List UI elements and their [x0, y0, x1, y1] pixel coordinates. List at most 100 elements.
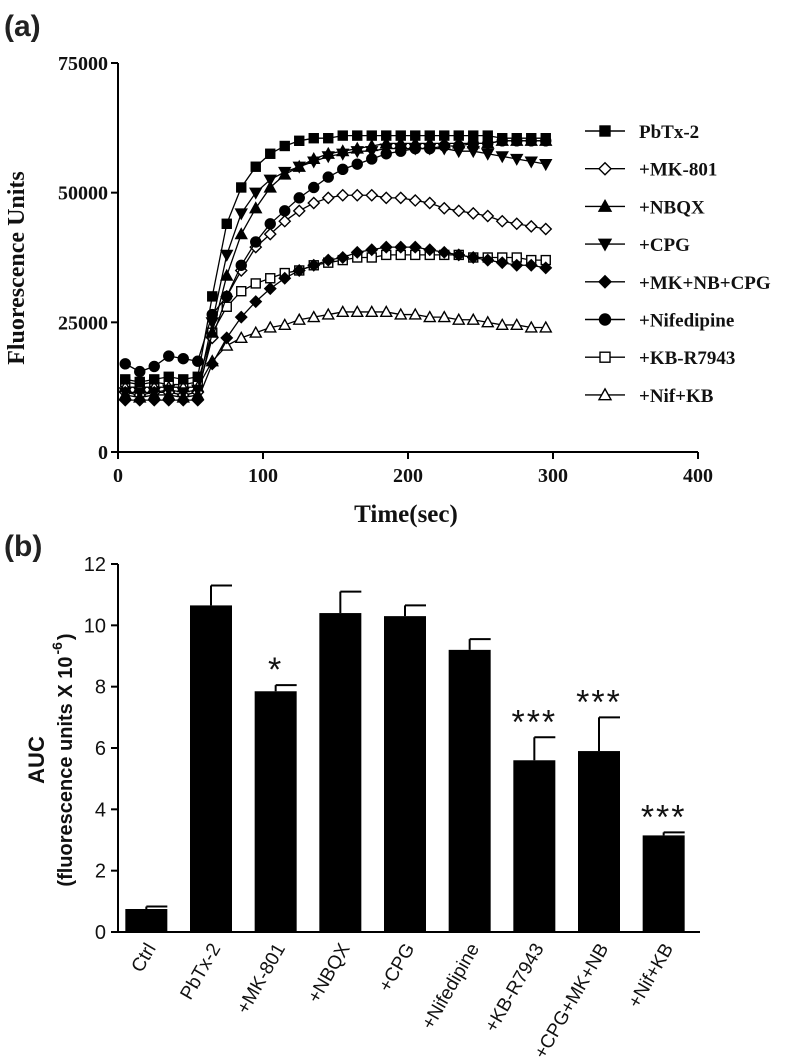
- data-point: [366, 153, 378, 165]
- x-tick-label: +MK-801: [233, 940, 290, 1018]
- bar: [190, 605, 232, 932]
- data-point: [395, 145, 407, 157]
- y-tick-label: 4: [95, 799, 106, 821]
- data-point: [234, 227, 248, 240]
- bar-group: *: [254, 651, 297, 932]
- data-point: [207, 291, 218, 302]
- data-point: [379, 240, 393, 254]
- legend-label: +NBQX: [639, 197, 705, 218]
- data-point: [321, 191, 335, 205]
- legend-entry: +NBQX: [585, 197, 705, 218]
- data-point: [468, 130, 479, 141]
- units-text: (fluorescence units X 10: [55, 657, 77, 887]
- data-point: [147, 387, 161, 400]
- data-point: [234, 208, 248, 221]
- legend-entry: PbTx-2: [585, 122, 699, 143]
- bar-group: ***: [576, 683, 620, 932]
- data-point: [236, 182, 247, 193]
- data-point: [236, 286, 247, 297]
- y-tick-label: 8: [95, 677, 106, 699]
- data-point: [366, 130, 377, 141]
- data-point: [524, 320, 538, 333]
- data-point: [220, 249, 234, 262]
- bar-group: [319, 590, 362, 932]
- data-point: [597, 238, 613, 252]
- y-tick-label: 6: [95, 738, 106, 760]
- data-point: [178, 374, 189, 385]
- y-tick-label: 0: [98, 442, 108, 464]
- data-point: [307, 310, 321, 323]
- data-point: [437, 245, 451, 259]
- y-tick-label: 2: [95, 861, 106, 883]
- data-point: [350, 305, 364, 318]
- panel-a-label: (a): [4, 10, 41, 43]
- legend-entry: +CPG: [585, 235, 690, 256]
- data-point: [278, 317, 292, 331]
- x-tick-label: +NBQX: [304, 940, 355, 1007]
- data-point: [495, 256, 509, 270]
- data-point: [323, 133, 334, 144]
- data-point: [365, 188, 379, 202]
- series-line: [125, 194, 546, 396]
- legend-label: +Nif+KB: [639, 386, 714, 407]
- data-point: [381, 130, 392, 141]
- legend-entry: +MK+NB+CPG: [585, 273, 771, 294]
- x-axis-label: Time(sec): [354, 501, 458, 528]
- data-point: [481, 148, 495, 161]
- data-point: [495, 151, 509, 164]
- y-axis-label: Fluorescence Units: [4, 171, 30, 365]
- data-point: [599, 125, 611, 137]
- data-point: [524, 219, 538, 233]
- data-point: [510, 317, 524, 331]
- x-tick-label: +CPG: [375, 940, 419, 996]
- data-point: [292, 161, 306, 174]
- data-point: [365, 146, 379, 159]
- data-point: [350, 146, 364, 159]
- series-mk-801: [118, 188, 553, 402]
- data-point: [278, 214, 292, 228]
- legend-entry: +KB-R7943: [585, 348, 735, 369]
- data-point: [307, 196, 321, 210]
- bar-group: [125, 905, 168, 932]
- data-point: [250, 161, 261, 172]
- data-point: [452, 204, 466, 218]
- data-point: [249, 187, 263, 200]
- y-tick-label: 0: [95, 922, 106, 944]
- x-tick-label: 300: [538, 465, 568, 487]
- data-point: [438, 140, 450, 152]
- data-point: [265, 148, 276, 159]
- data-point: [250, 236, 262, 248]
- data-point: [410, 130, 421, 141]
- legend-label: PbTx-2: [639, 122, 699, 143]
- data-point: [597, 387, 613, 401]
- data-point: [394, 191, 408, 205]
- significance-label: ***: [511, 703, 557, 741]
- data-point: [510, 217, 524, 231]
- data-point: [294, 135, 305, 147]
- data-point: [235, 259, 247, 271]
- data-point: [380, 148, 392, 160]
- legend-entry: +Nifedipine: [585, 311, 734, 332]
- data-point: [263, 174, 277, 187]
- panel-b-label: (b): [4, 530, 42, 563]
- data-point: [321, 253, 335, 267]
- data-point: [352, 130, 363, 141]
- bar: [254, 691, 297, 932]
- data-point: [394, 240, 408, 254]
- data-point: [292, 312, 306, 325]
- data-point: [221, 290, 233, 303]
- y-tick-label: 25000: [58, 312, 108, 334]
- data-point: [351, 158, 363, 170]
- data-point: [249, 295, 263, 309]
- data-point: [511, 133, 522, 144]
- data-point: [539, 320, 553, 333]
- data-point: [220, 338, 234, 351]
- data-point: [265, 273, 276, 284]
- x-tick-label: PbTx-2: [177, 940, 226, 1004]
- data-point: [337, 163, 349, 176]
- data-point: [308, 181, 320, 194]
- x-tick-labels: Ctrl PbTx-2 +MK-801 +NBQX +CPG+Nifedipine+KB…: [128, 940, 678, 1063]
- data-point: [220, 268, 234, 281]
- legend-label: +MK-801: [639, 160, 717, 181]
- legend-entry: +MK-801: [585, 160, 717, 181]
